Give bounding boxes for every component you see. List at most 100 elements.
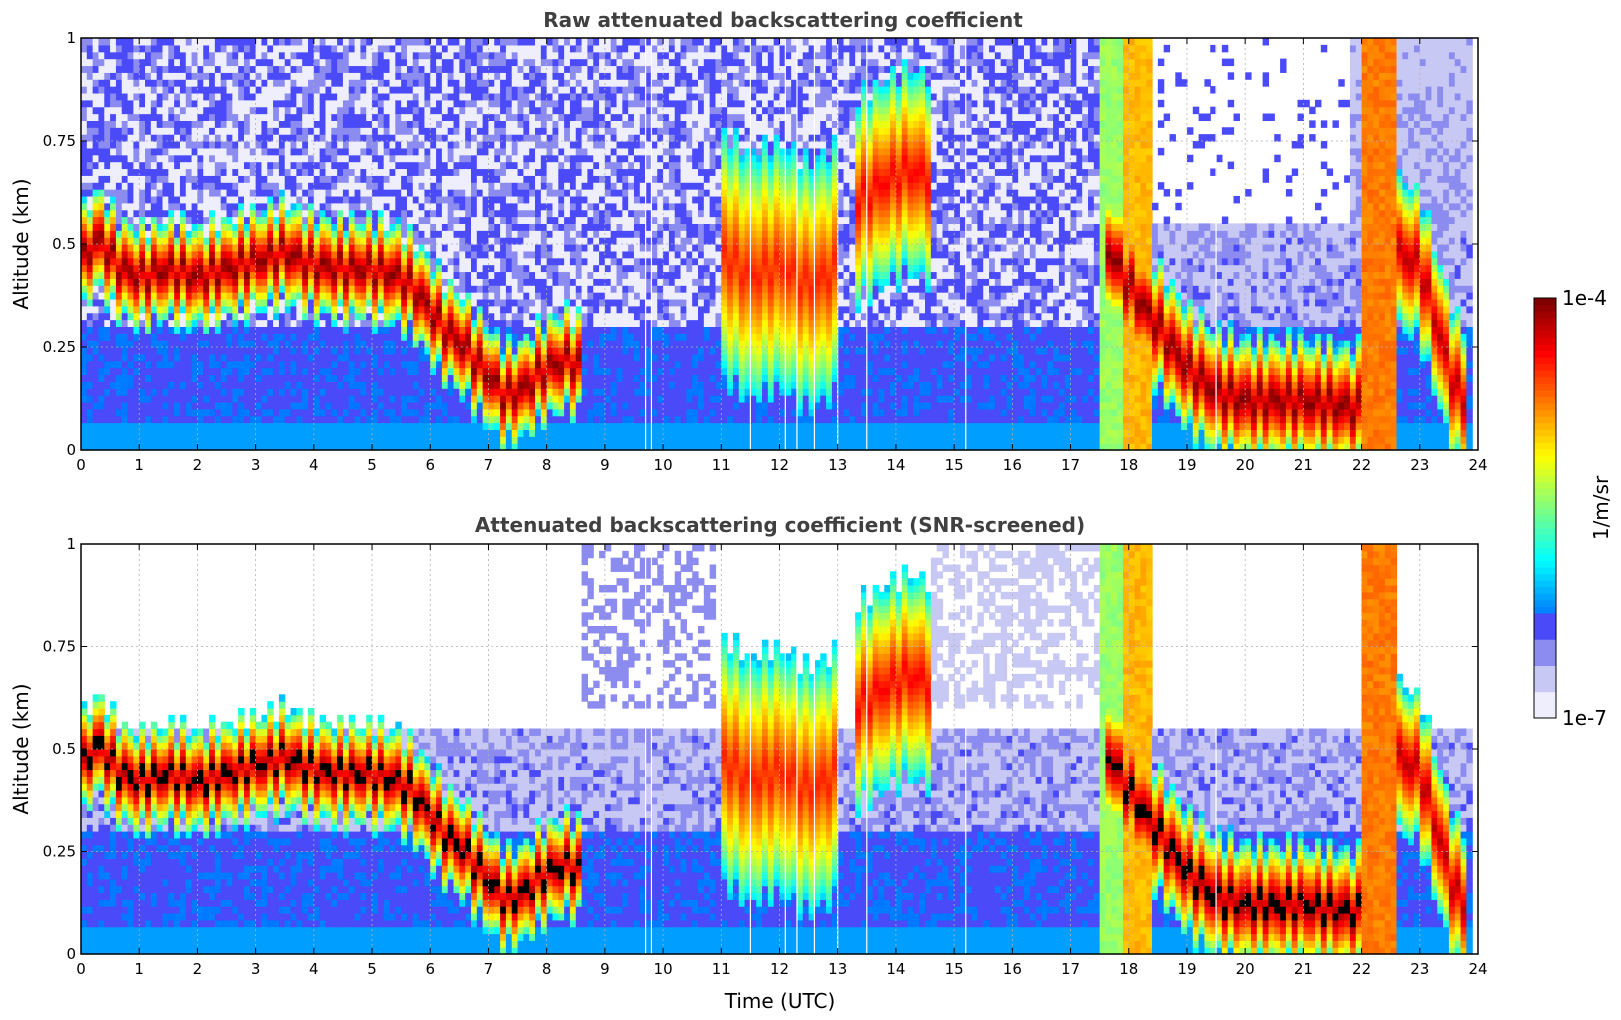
heatmap-cell — [436, 429, 443, 437]
heatmap-cell — [366, 120, 373, 128]
heatmap-cell — [494, 65, 501, 73]
heatmap-cell — [104, 189, 111, 197]
heatmap-cell — [401, 395, 408, 403]
heatmap-cell — [197, 99, 204, 108]
heatmap-cell — [98, 353, 105, 362]
heatmap-cell — [337, 79, 344, 87]
heatmap-cell — [162, 429, 169, 437]
heatmap-cell — [366, 422, 373, 430]
heatmap-cell — [121, 106, 129, 115]
heatmap-cell — [249, 347, 257, 355]
heatmap-cell — [261, 285, 268, 293]
heatmap-cell — [313, 161, 321, 170]
heatmap-cell — [145, 395, 152, 403]
heatmap-cell — [552, 86, 559, 94]
heatmap-cell — [185, 141, 193, 149]
heatmap-cell — [220, 230, 228, 238]
heatmap-cell — [214, 189, 222, 197]
heatmap-cell — [121, 44, 129, 53]
heatmap-cell — [383, 58, 391, 67]
heatmap-cell — [302, 92, 309, 101]
heatmap-cell — [505, 154, 513, 163]
heatmap-cell — [354, 244, 361, 252]
heatmap-cell — [505, 312, 513, 321]
heatmap-cell — [179, 395, 187, 403]
heatmap-cell — [302, 58, 309, 67]
heatmap-cell — [220, 285, 228, 293]
heatmap-cell — [249, 305, 257, 314]
heatmap-cell — [540, 161, 548, 170]
heatmap-cell — [453, 72, 460, 80]
heatmap-cell — [500, 44, 507, 53]
heatmap-cell — [529, 326, 536, 334]
heatmap-cell — [471, 271, 478, 279]
heatmap-cell — [540, 381, 548, 389]
heatmap-cell — [366, 305, 373, 314]
heatmap-cell — [331, 298, 338, 307]
heatmap-cell — [185, 120, 193, 128]
heatmap-cell — [104, 216, 111, 224]
heatmap-cell — [162, 216, 169, 224]
heatmap-cell — [354, 223, 361, 231]
heatmap-cell — [110, 381, 117, 389]
heatmap-cell — [214, 161, 222, 170]
heatmap-cell — [121, 216, 129, 224]
heatmap-cell — [249, 51, 257, 60]
heatmap-cell — [168, 92, 175, 101]
heatmap-cell — [552, 250, 559, 259]
heatmap-cell — [220, 388, 228, 396]
heatmap-cell — [249, 106, 257, 115]
heatmap-cell — [145, 209, 152, 218]
heatmap-cell — [308, 38, 315, 46]
heatmap-cell — [278, 92, 286, 101]
heatmap-cell — [389, 92, 396, 101]
heatmap-cell — [471, 244, 478, 252]
heatmap-cell — [412, 175, 420, 183]
heatmap-cell — [121, 285, 129, 293]
heatmap-cell — [214, 353, 222, 362]
heatmap-cell — [191, 230, 199, 238]
heatmap-cell — [325, 401, 332, 410]
heatmap-cell — [179, 436, 187, 444]
heatmap-cell — [226, 154, 233, 163]
heatmap-cell — [424, 175, 431, 183]
heatmap-cell — [377, 415, 385, 424]
heatmap-cell — [150, 189, 158, 197]
heatmap-cell — [529, 106, 536, 115]
heatmap-cell — [325, 374, 332, 382]
heatmap-cell — [168, 347, 175, 355]
heatmap-cell — [535, 147, 542, 156]
heatmap-cell — [325, 195, 332, 204]
heatmap-cell — [465, 298, 472, 307]
heatmap-cell — [389, 347, 396, 355]
heatmap-cell — [331, 326, 338, 334]
heatmap-cell — [162, 340, 169, 348]
heatmap-cell — [115, 230, 123, 238]
heatmap-cell — [174, 367, 181, 376]
heatmap-cell — [325, 360, 332, 369]
heatmap-cell — [523, 436, 530, 444]
heatmap-cell — [354, 333, 361, 341]
heatmap-cell — [121, 415, 129, 424]
heatmap-cell — [447, 257, 455, 266]
heatmap-cell — [465, 99, 472, 108]
heatmap-cell — [209, 189, 216, 197]
heatmap-cell — [168, 202, 175, 211]
heatmap-cell — [395, 285, 402, 293]
heatmap-cell — [552, 415, 559, 424]
heatmap-cell — [174, 72, 181, 80]
heatmap-cell — [424, 408, 431, 417]
heatmap-cell — [494, 127, 501, 135]
heatmap-cell — [302, 367, 309, 376]
heatmap-cell — [115, 401, 123, 410]
heatmap-cell — [465, 79, 472, 87]
heatmap-cell — [535, 223, 542, 231]
heatmap-cell — [156, 340, 164, 348]
heatmap-cell — [278, 168, 286, 176]
heatmap-cell — [302, 175, 309, 183]
heatmap-cell — [482, 326, 490, 334]
heatmap-cell — [494, 298, 501, 307]
heatmap-cell — [104, 106, 111, 115]
heatmap-cell — [418, 257, 426, 266]
heatmap-cell — [348, 182, 356, 190]
